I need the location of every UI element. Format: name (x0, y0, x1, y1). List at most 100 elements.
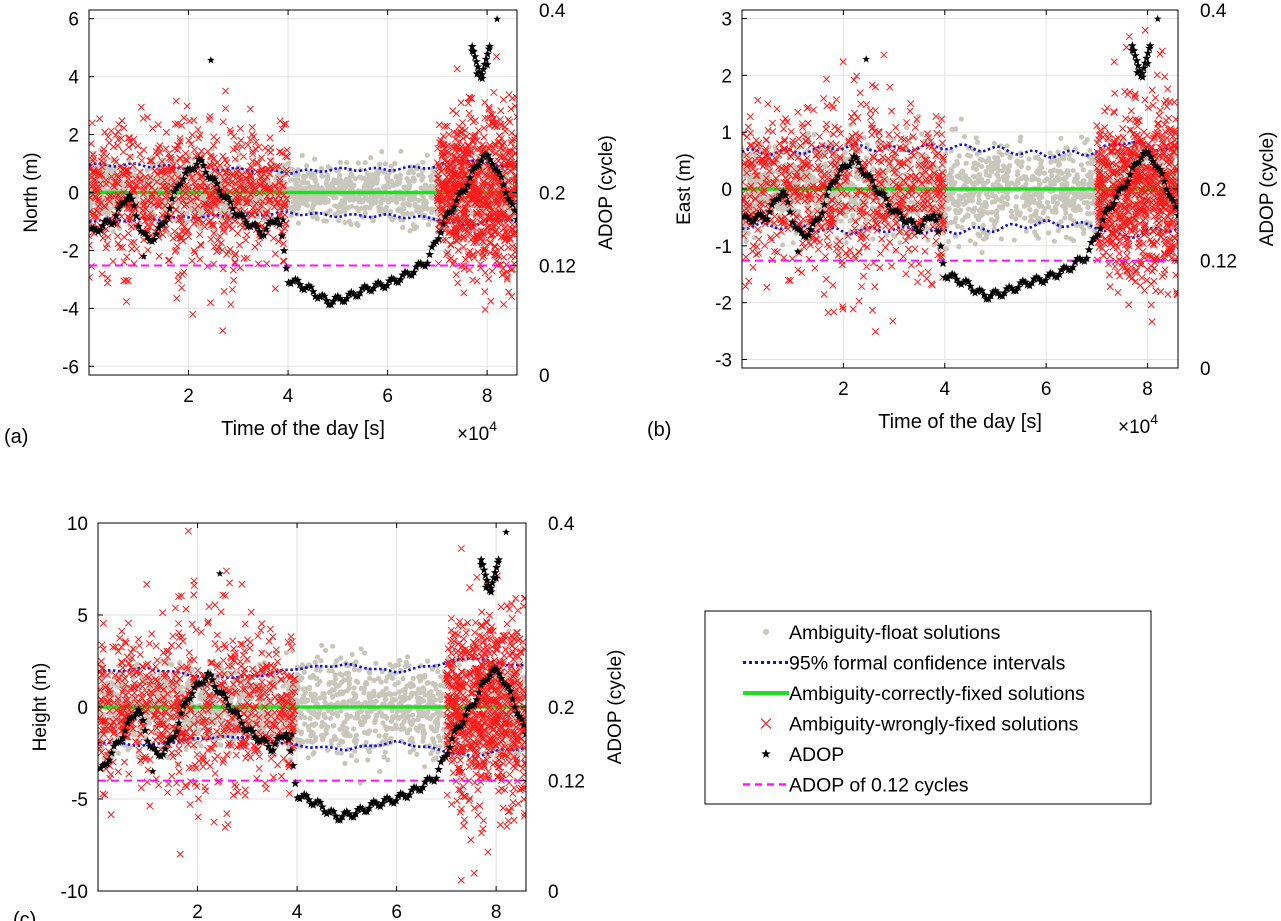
float-solution-point (373, 180, 380, 186)
wrongly-fixed-point (478, 212, 486, 220)
float-solution-point (810, 175, 816, 181)
adop-point (484, 44, 494, 53)
float-solution-point (413, 203, 419, 209)
float-solution-point (401, 205, 407, 212)
float-solution-point (972, 241, 978, 247)
adop-point (246, 222, 255, 231)
wrongly-fixed-point (203, 208, 211, 216)
float-solution-point (999, 168, 1006, 174)
wrongly-fixed-point (158, 211, 166, 219)
float-solution-point (299, 152, 305, 159)
wrongly-fixed-point (139, 211, 147, 219)
float-solution-point (957, 196, 963, 202)
float-solution-point (742, 145, 745, 152)
float-solution-point (1078, 162, 1084, 168)
float-solution-point (388, 209, 394, 215)
float-solution-point (105, 210, 111, 216)
wrongly-fixed-point (109, 257, 117, 266)
wrongly-fixed-point (179, 196, 187, 204)
wrongly-fixed-point (249, 189, 257, 197)
wrongly-fixed-point (266, 185, 274, 193)
float-solution-point (396, 180, 402, 186)
wrongly-fixed-point (181, 156, 190, 164)
wrongly-fixed-point (204, 147, 212, 155)
float-solution-point (407, 228, 413, 234)
wrongly-fixed-point (464, 159, 472, 167)
adop-point (172, 183, 181, 192)
wrongly-fixed-point (465, 266, 474, 274)
float-solution-point (358, 205, 364, 211)
wrongly-fixed-point (478, 181, 487, 189)
adop-point (423, 258, 432, 267)
wrongly-fixed-point (190, 179, 198, 187)
wrongly-fixed-point (176, 137, 184, 145)
wrongly-fixed-point (153, 171, 161, 179)
wrongly-fixed-point (146, 157, 154, 165)
adop-point (474, 67, 484, 76)
wrongly-fixed-point (96, 180, 105, 188)
float-solution-point (289, 177, 295, 183)
wrongly-fixed-point (194, 216, 202, 224)
float-solution-point (988, 161, 995, 168)
wrongly-fixed-point (119, 148, 127, 156)
wrongly-fixed-point (481, 246, 489, 254)
wrongly-fixed-point (461, 204, 469, 213)
wrongly-fixed-point (435, 121, 443, 129)
float-solution-point (399, 210, 405, 216)
wrongly-fixed-point (456, 146, 464, 154)
wrongly-fixed-point (233, 140, 241, 148)
wrongly-fixed-point (180, 114, 188, 122)
float-solution-point (956, 153, 962, 159)
wrongly-fixed-point (489, 220, 497, 228)
float-solution-point (1026, 156, 1032, 162)
adop-point (259, 230, 269, 240)
adop-point (143, 232, 152, 241)
wrongly-fixed-point (451, 169, 459, 177)
float-solution-point (846, 200, 852, 207)
wrongly-fixed-point (507, 266, 515, 274)
float-solution-point (410, 222, 416, 228)
float-solution-point (373, 197, 379, 204)
wrongly-fixed-point (114, 136, 122, 144)
float-solution-point (946, 206, 952, 212)
wrongly-fixed-point (462, 205, 471, 213)
float-solution-point (393, 173, 399, 180)
wrongly-fixed-point (185, 136, 193, 145)
wrongly-fixed-point (164, 256, 172, 265)
wrongly-fixed-point (175, 216, 183, 224)
wrongly-fixed-point (508, 94, 516, 102)
wrongly-fixed-point (249, 150, 257, 158)
adop-point (488, 159, 497, 168)
adop-point (376, 279, 385, 288)
float-solution-point (337, 186, 343, 192)
float-solution-point (1027, 207, 1033, 213)
wrongly-fixed-point (512, 244, 517, 252)
float-solution-point (1004, 143, 1010, 149)
wrongly-fixed-point (207, 235, 215, 243)
wrongly-fixed-point (196, 241, 204, 249)
wrongly-fixed-point (493, 251, 501, 259)
wrongly-fixed-point (178, 121, 186, 129)
float-solution-point (379, 149, 385, 155)
wrongly-fixed-point (188, 131, 196, 139)
float-solution-point (999, 205, 1006, 211)
adop-point (474, 160, 484, 169)
float-solution-point (384, 183, 390, 189)
wrongly-fixed-point (436, 189, 444, 197)
wrongly-fixed-point (172, 97, 180, 105)
wrongly-fixed-point (512, 176, 517, 184)
float-solution-point (1050, 198, 1057, 204)
wrongly-fixed-point (481, 288, 489, 296)
adop-point (452, 195, 461, 205)
wrongly-fixed-point (177, 234, 186, 242)
float-solution-point (958, 116, 964, 122)
wrongly-fixed-point (484, 214, 493, 222)
wrongly-fixed-point (98, 270, 106, 278)
float-solution-point (325, 174, 331, 180)
adop-point (131, 211, 141, 220)
wrongly-fixed-point (252, 199, 260, 207)
adop-point (317, 290, 327, 299)
wrongly-fixed-point (121, 171, 129, 179)
y-tick-label: 4 (68, 68, 79, 89)
float-solution-point (1008, 214, 1015, 220)
